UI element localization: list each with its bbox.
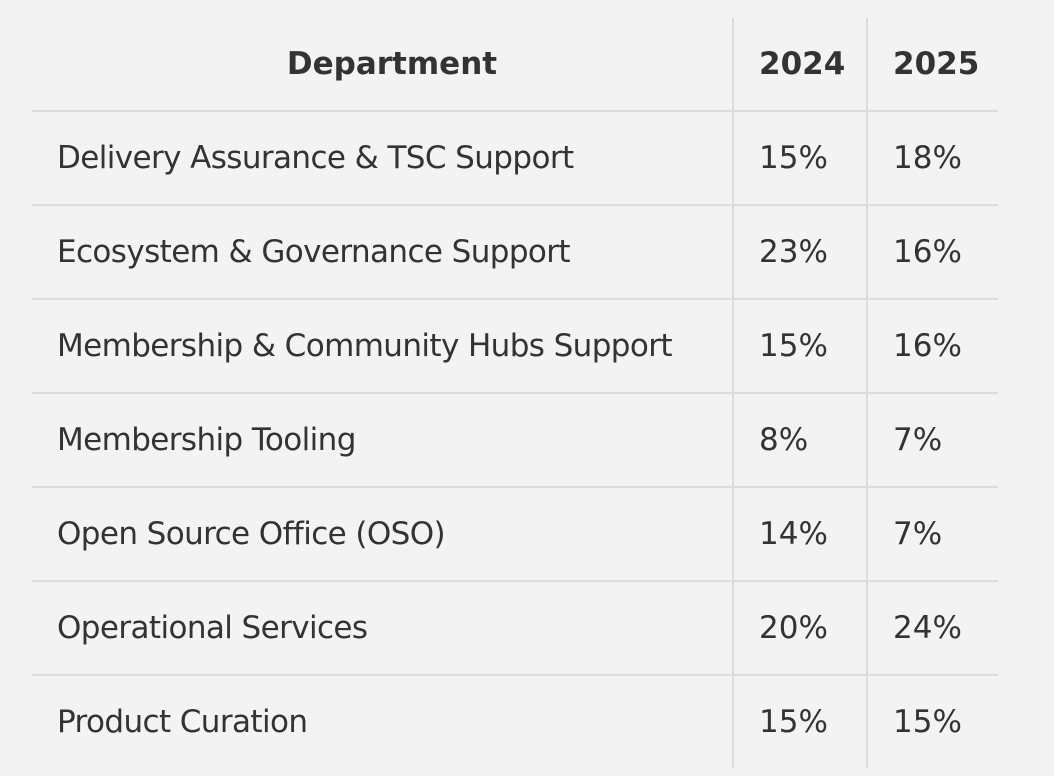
table-row: Membership & Community Hubs Support 15% … — [32, 299, 998, 394]
cell-department: Membership Tooling — [32, 393, 733, 488]
table-row: Product Curation 15% 15% — [32, 675, 998, 768]
cell-department: Ecosystem & Governance Support — [32, 205, 733, 300]
department-allocation-table: Department 2024 2025 Delivery Assurance … — [32, 18, 998, 768]
cell-year-2024: 14% — [732, 487, 867, 582]
cell-year-2024: 15% — [732, 111, 867, 206]
header-department: Department — [32, 18, 733, 112]
header-year-2024: 2024 — [732, 18, 867, 112]
cell-year-2025: 18% — [866, 111, 998, 206]
table-row: Ecosystem & Governance Support 23% 16% — [32, 205, 998, 300]
header-row: Department 2024 2025 — [32, 18, 998, 112]
cell-year-2025: 15% — [866, 675, 998, 768]
cell-year-2024: 23% — [732, 205, 867, 300]
table-row: Open Source Office (OSO) 14% 7% — [32, 487, 998, 582]
cell-year-2024: 15% — [732, 675, 867, 768]
table-row: Delivery Assurance & TSC Support 15% 18% — [32, 111, 998, 206]
cell-department: Delivery Assurance & TSC Support — [32, 111, 733, 206]
cell-year-2025: 7% — [866, 487, 998, 582]
cell-year-2025: 24% — [866, 581, 998, 676]
cell-year-2025: 16% — [866, 205, 998, 300]
cell-department: Membership & Community Hubs Support — [32, 299, 733, 394]
cell-department: Product Curation — [57, 704, 308, 740]
header-year-2025: 2025 — [866, 18, 998, 112]
cell-year-2024: 20% — [732, 581, 867, 676]
cell-department: Operational Services — [32, 581, 733, 676]
cell-year-2025: 16% — [866, 299, 998, 394]
cell-department: Open Source Office (OSO) — [32, 487, 733, 582]
cell-year-2024: 8% — [732, 393, 867, 488]
table-body: Delivery Assurance & TSC Support 15% 18%… — [32, 111, 998, 768]
table-row: Operational Services 20% 24% — [32, 581, 998, 676]
cell-year-2024: 15% — [732, 299, 867, 394]
table-header: Department 2024 2025 — [32, 18, 998, 112]
cell-year-2025: 7% — [866, 393, 998, 488]
table-row: Membership Tooling 8% 7% — [32, 393, 998, 488]
